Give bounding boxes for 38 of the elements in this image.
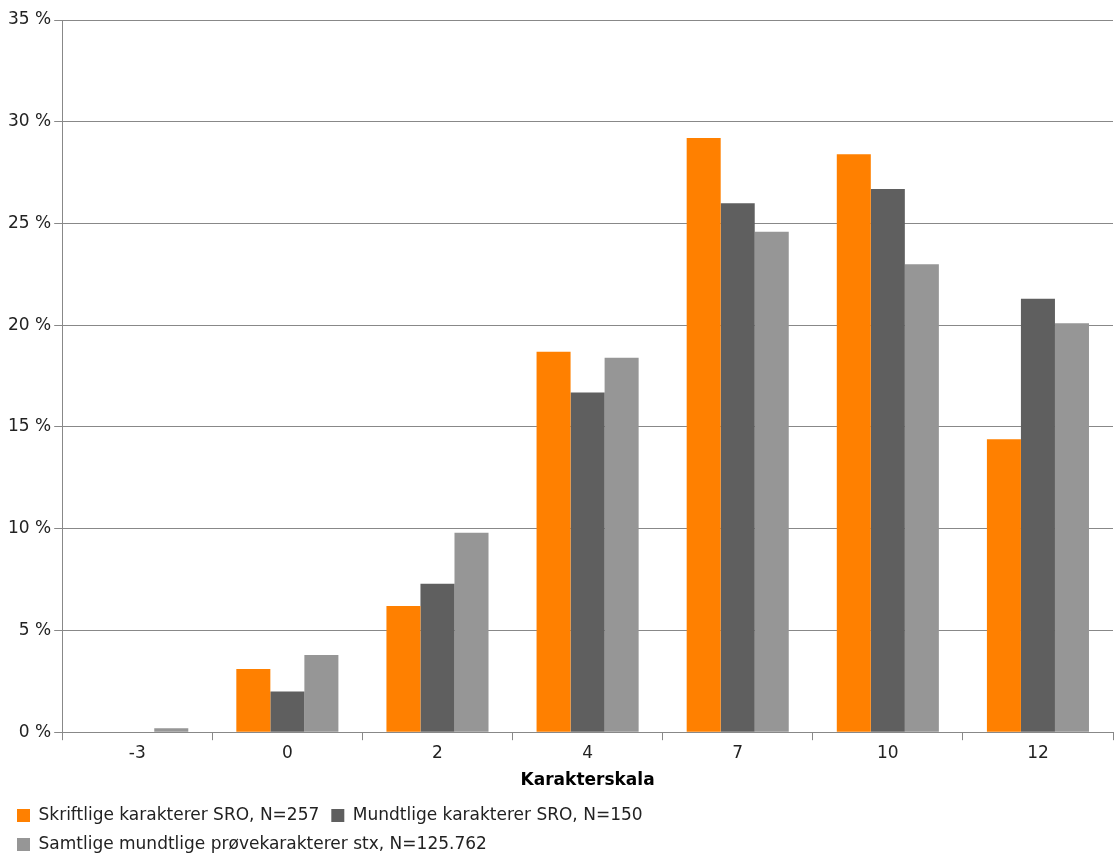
y-tick-label: 5 %: [18, 618, 52, 639]
bar: [720, 203, 755, 732]
bar: [604, 357, 639, 732]
x-tick-label: 2: [432, 741, 443, 762]
legend-label: Samtlige mundtlige prøvekarakterer stx, N=125.762: [38, 832, 487, 853]
bar: [386, 606, 421, 732]
y-tick-label: 15 %: [7, 415, 52, 436]
bar: [904, 264, 939, 732]
x-tick-label: -3: [128, 741, 146, 762]
bar: [420, 583, 455, 732]
bar: [686, 138, 721, 732]
x-tick-label: 10: [877, 741, 899, 762]
x-tick-label: 4: [582, 741, 594, 762]
bar: [454, 532, 489, 732]
bar: [536, 351, 571, 732]
y-tick-label: 0 %: [18, 720, 52, 741]
y-tick-label: 30 %: [7, 110, 52, 131]
bar: [570, 392, 605, 732]
bar: [986, 439, 1021, 732]
bar: [870, 188, 905, 732]
legend-label: Skriftlige karakterer SRO, N=257: [38, 803, 320, 824]
bar: [270, 691, 305, 732]
bar: [304, 654, 339, 732]
y-tick-label: 35 %: [7, 8, 52, 29]
bar: [754, 231, 789, 732]
x-axis-title: Karakterskala: [520, 769, 655, 790]
x-tick-label: 12: [1027, 741, 1049, 762]
bar: [236, 669, 271, 732]
x-tick-label: 7: [732, 741, 744, 762]
bar: [154, 728, 189, 732]
y-tick-label: 10 %: [7, 517, 52, 538]
legend-label: Mundtlige karakterer SRO, N=150: [352, 803, 643, 824]
bar: [836, 154, 871, 732]
bar: [1054, 323, 1089, 732]
y-tick-label: 25 %: [7, 211, 52, 232]
bar: [1020, 298, 1055, 732]
y-tick-label: 20 %: [7, 313, 52, 334]
x-tick-label: 0: [281, 741, 293, 762]
